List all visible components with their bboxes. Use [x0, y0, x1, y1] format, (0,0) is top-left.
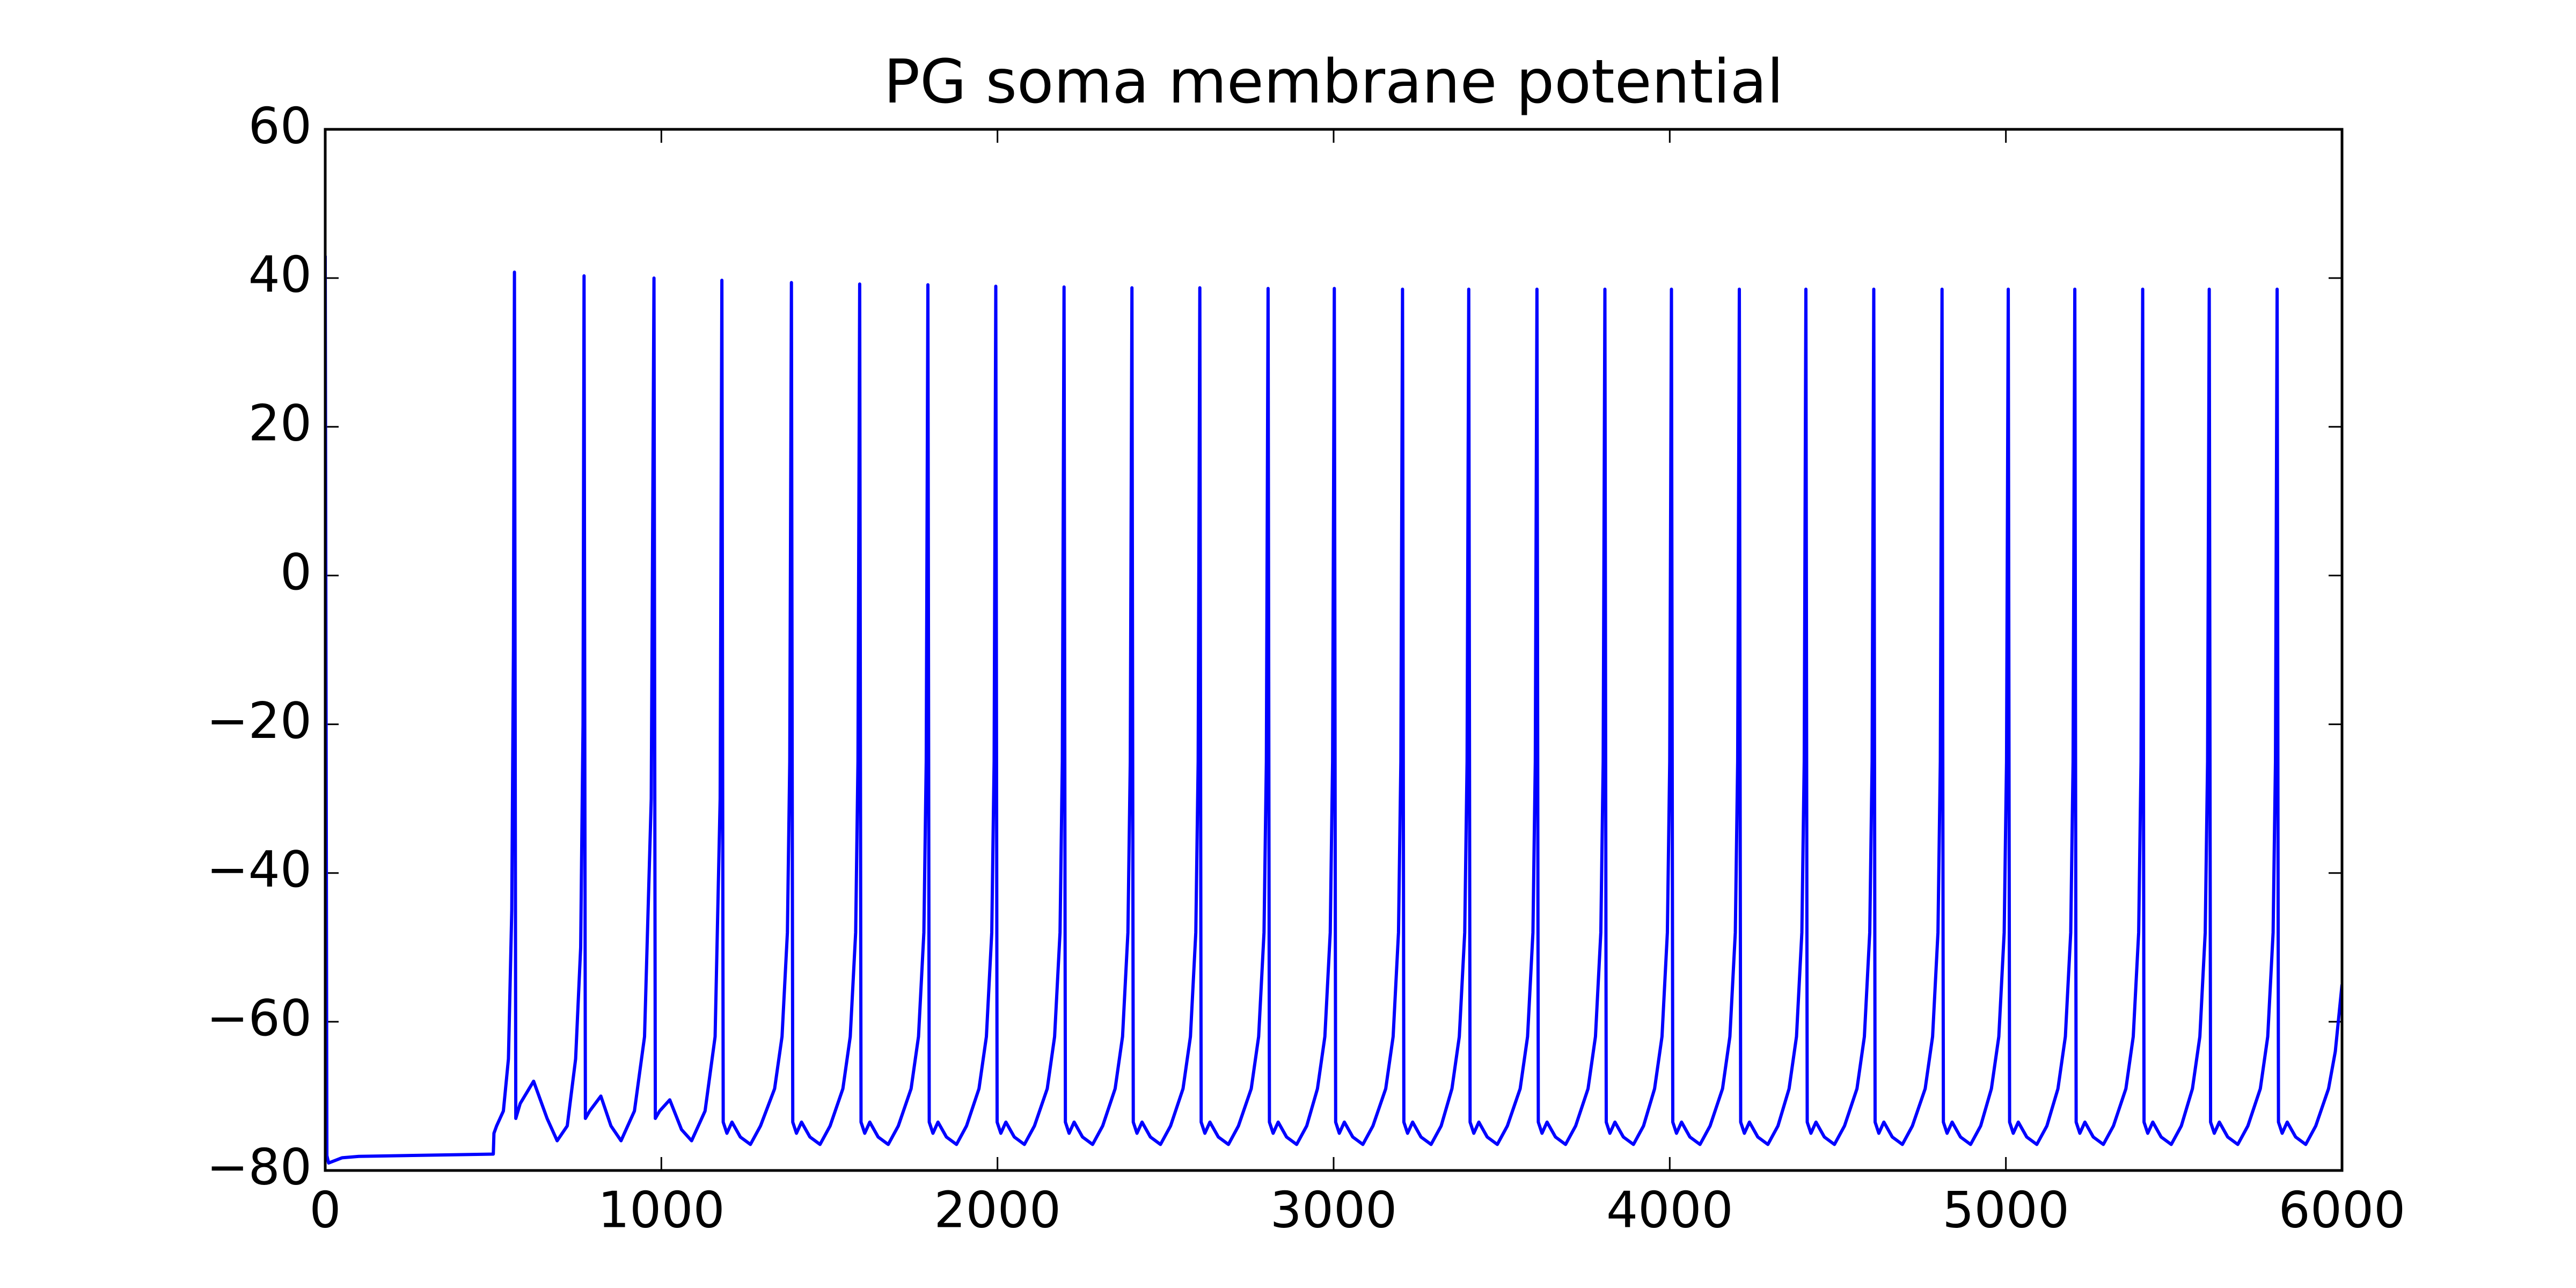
y-tick-label: 20 — [248, 394, 312, 452]
x-tick-label: 5000 — [1942, 1181, 2069, 1239]
y-tick-label: 40 — [248, 246, 312, 304]
chart-title: PG soma membrane potential — [884, 47, 1784, 117]
data-line — [325, 255, 2342, 1165]
x-tick-label: 6000 — [2279, 1181, 2406, 1239]
x-tick-label: 0 — [309, 1181, 341, 1239]
y-tick-label: −40 — [207, 840, 312, 898]
y-tick-label: −20 — [207, 692, 312, 750]
x-tick-label: 2000 — [934, 1181, 1061, 1239]
y-tick-label: −60 — [207, 989, 312, 1047]
x-tick-label: 4000 — [1606, 1181, 1733, 1239]
y-tick-label: 60 — [248, 97, 312, 155]
x-tick-label: 3000 — [1270, 1181, 1397, 1239]
y-tick-label: 0 — [280, 543, 312, 601]
plot-frame — [324, 128, 2344, 1172]
y-tick-label: −80 — [207, 1138, 312, 1196]
x-tick-label: 1000 — [598, 1181, 725, 1239]
